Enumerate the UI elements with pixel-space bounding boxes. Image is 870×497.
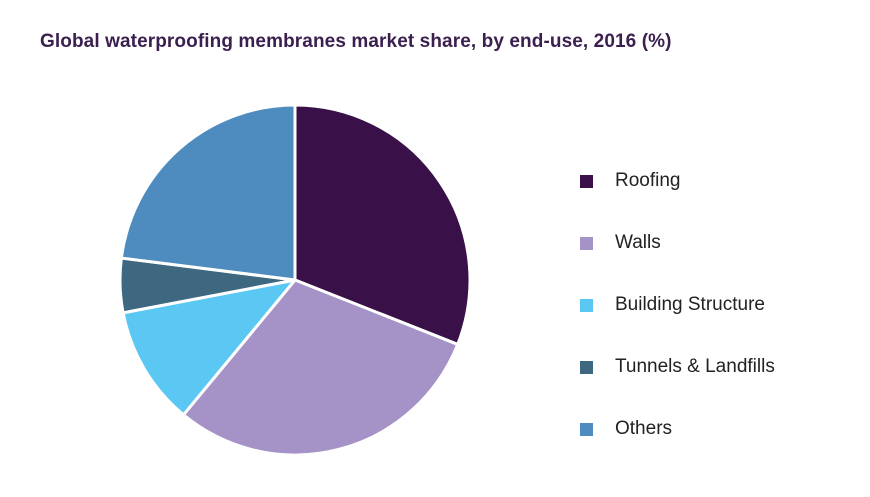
legend-item-building-structure: Building Structure	[580, 274, 775, 336]
legend-swatch-building-structure	[580, 298, 593, 312]
legend-item-roofing: Roofing	[580, 150, 775, 212]
pie-slice-others	[119, 103, 297, 282]
legend-swatch-roofing	[580, 174, 593, 188]
legend-label-others: Others	[615, 418, 673, 439]
pie-slice-roofing	[293, 103, 472, 346]
pie-slice-walls	[181, 278, 460, 457]
legend: Roofing Walls Building Structure Tunnels…	[580, 150, 775, 460]
legend-label-building-structure: Building Structure	[615, 294, 765, 315]
legend-swatch-others	[580, 422, 593, 436]
legend-item-others: Others	[580, 398, 775, 460]
legend-label-roofing: Roofing	[615, 170, 681, 191]
legend-swatch-tunnels-landfills	[580, 360, 593, 374]
pie-slice-building-structure	[121, 278, 297, 417]
legend-label-walls: Walls	[615, 232, 661, 253]
legend-label-tunnels-landfills: Tunnels & Landfills	[615, 356, 775, 377]
chart-title: Global waterproofing membranes market sh…	[40, 31, 672, 52]
legend-item-tunnels-landfills: Tunnels & Landfills	[580, 336, 775, 398]
legend-swatch-walls	[580, 236, 593, 250]
legend-item-walls: Walls	[580, 212, 775, 274]
